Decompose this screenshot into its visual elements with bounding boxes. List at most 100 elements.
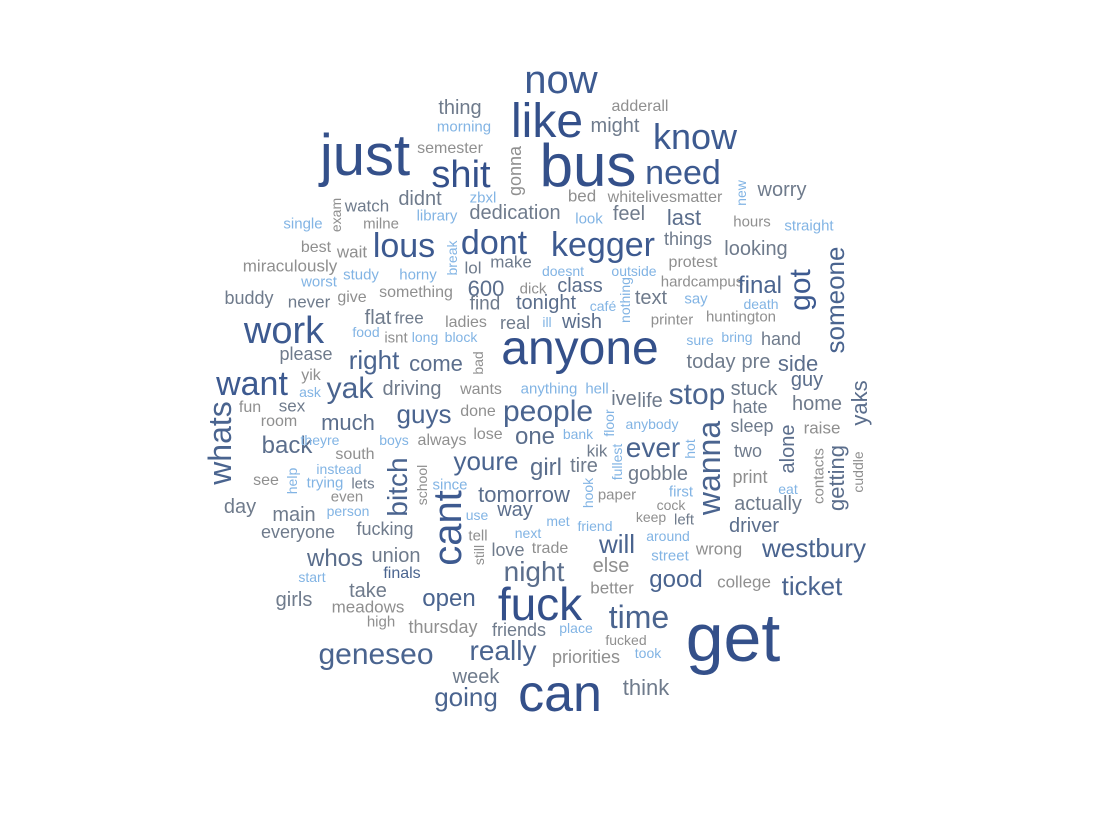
- word-final: final: [737, 272, 783, 299]
- word-flat: flat: [364, 307, 392, 329]
- word-cant: cant: [426, 490, 470, 566]
- word-like: like: [510, 95, 584, 148]
- word-text: text: [634, 287, 668, 309]
- word-life: life: [637, 390, 663, 412]
- word-printer: printer: [650, 311, 694, 329]
- word-fucking: fucking: [356, 519, 414, 539]
- word-keep: keep: [635, 509, 667, 525]
- word-wants: wants: [460, 381, 502, 398]
- word-nothing: nothing: [617, 277, 633, 323]
- word-ive: ive: [611, 388, 637, 410]
- word-use: use: [465, 507, 489, 523]
- word-just: just: [319, 123, 411, 188]
- word-bank: bank: [562, 426, 594, 442]
- word-block: block: [444, 329, 478, 345]
- word-alone: alone: [777, 424, 799, 474]
- word-watch: watch: [344, 196, 390, 216]
- word-pre: pre: [741, 351, 771, 373]
- word-wish: wish: [561, 311, 603, 333]
- word-love: love: [491, 540, 525, 560]
- word-break: break: [444, 240, 460, 276]
- word-girl: girl: [529, 454, 563, 481]
- word-youre: youre: [453, 446, 519, 476]
- word-sure: sure: [686, 332, 714, 348]
- word-priorities: priorities: [551, 647, 621, 667]
- word-good: good: [649, 566, 703, 593]
- word-look: look: [575, 210, 603, 228]
- word-right: right: [348, 345, 400, 375]
- word-café: café: [589, 298, 617, 314]
- word-much: much: [321, 410, 375, 435]
- word-home: home: [791, 393, 843, 415]
- word-room: room: [260, 413, 298, 430]
- word-better: better: [590, 578, 634, 598]
- word-now: now: [524, 58, 598, 102]
- word-library: library: [416, 207, 458, 225]
- word-week: week: [452, 666, 500, 688]
- word-raise: raise: [803, 418, 841, 438]
- word-anything: anything: [520, 380, 578, 398]
- word-buddy: buddy: [224, 288, 274, 308]
- word-thing: thing: [438, 97, 482, 119]
- word-college: college: [717, 572, 771, 592]
- word-bitch: bitch: [382, 457, 413, 517]
- word-someone: someone: [820, 246, 850, 354]
- word-trying: trying: [306, 474, 344, 492]
- word-exam: exam: [328, 197, 344, 233]
- word-best: best: [300, 239, 332, 256]
- word-take: take: [349, 580, 387, 602]
- word-everyone: everyone: [260, 522, 336, 542]
- word-new: new: [733, 180, 749, 206]
- word-know: know: [652, 116, 738, 157]
- word-two: two: [733, 441, 763, 461]
- word-girls: girls: [275, 589, 313, 611]
- word-bad: bad: [470, 351, 486, 375]
- word-else: else: [592, 555, 630, 577]
- word-hate: hate: [732, 397, 768, 417]
- word-trade: trade: [531, 540, 569, 557]
- word-single: single: [283, 215, 323, 233]
- word-kegger: kegger: [551, 226, 655, 264]
- word-stop: stop: [668, 378, 726, 411]
- word-sex: sex: [278, 396, 306, 416]
- word-lous: lous: [372, 227, 436, 265]
- word-geneseo: geneseo: [318, 638, 434, 671]
- word-bus: bus: [539, 132, 637, 199]
- word-death: death: [743, 296, 779, 312]
- word-anyone: anyone: [501, 322, 659, 375]
- word-protest: protest: [668, 254, 718, 271]
- word-things: things: [663, 229, 713, 249]
- word-going: going: [434, 682, 498, 712]
- word-make: make: [490, 252, 532, 272]
- word-left: left: [673, 511, 695, 529]
- word-hand: hand: [760, 329, 802, 349]
- word-yik: yik: [301, 367, 321, 384]
- word-really: really: [469, 635, 537, 666]
- word-side: side: [777, 351, 819, 376]
- word-actually: actually: [734, 493, 802, 515]
- word-start: start: [298, 569, 326, 585]
- word-ask: ask: [299, 384, 321, 400]
- word-worry: worry: [757, 179, 807, 201]
- word-lets: lets: [351, 475, 375, 493]
- word-kik: kik: [586, 441, 608, 461]
- word-floor: floor: [601, 409, 617, 437]
- word-hook: hook: [580, 477, 596, 509]
- word-600: 600: [467, 276, 505, 301]
- word-give: give: [337, 289, 367, 306]
- word-need: need: [645, 154, 721, 192]
- word-friend: friend: [577, 518, 613, 534]
- word-driving: driving: [382, 378, 442, 400]
- word-say: say: [684, 290, 708, 308]
- word-getting: getting: [824, 444, 849, 512]
- word-theyre: theyre: [300, 432, 340, 448]
- word-always: always: [417, 432, 467, 449]
- word-free: free: [394, 308, 424, 328]
- word-friends: friends: [491, 620, 547, 640]
- word-straight: straight: [784, 217, 834, 235]
- word-feel: feel: [612, 203, 646, 225]
- word-tire: tire: [570, 455, 598, 477]
- word-print: print: [732, 467, 768, 487]
- word-horny: horny: [399, 266, 437, 284]
- word-night: night: [503, 556, 565, 587]
